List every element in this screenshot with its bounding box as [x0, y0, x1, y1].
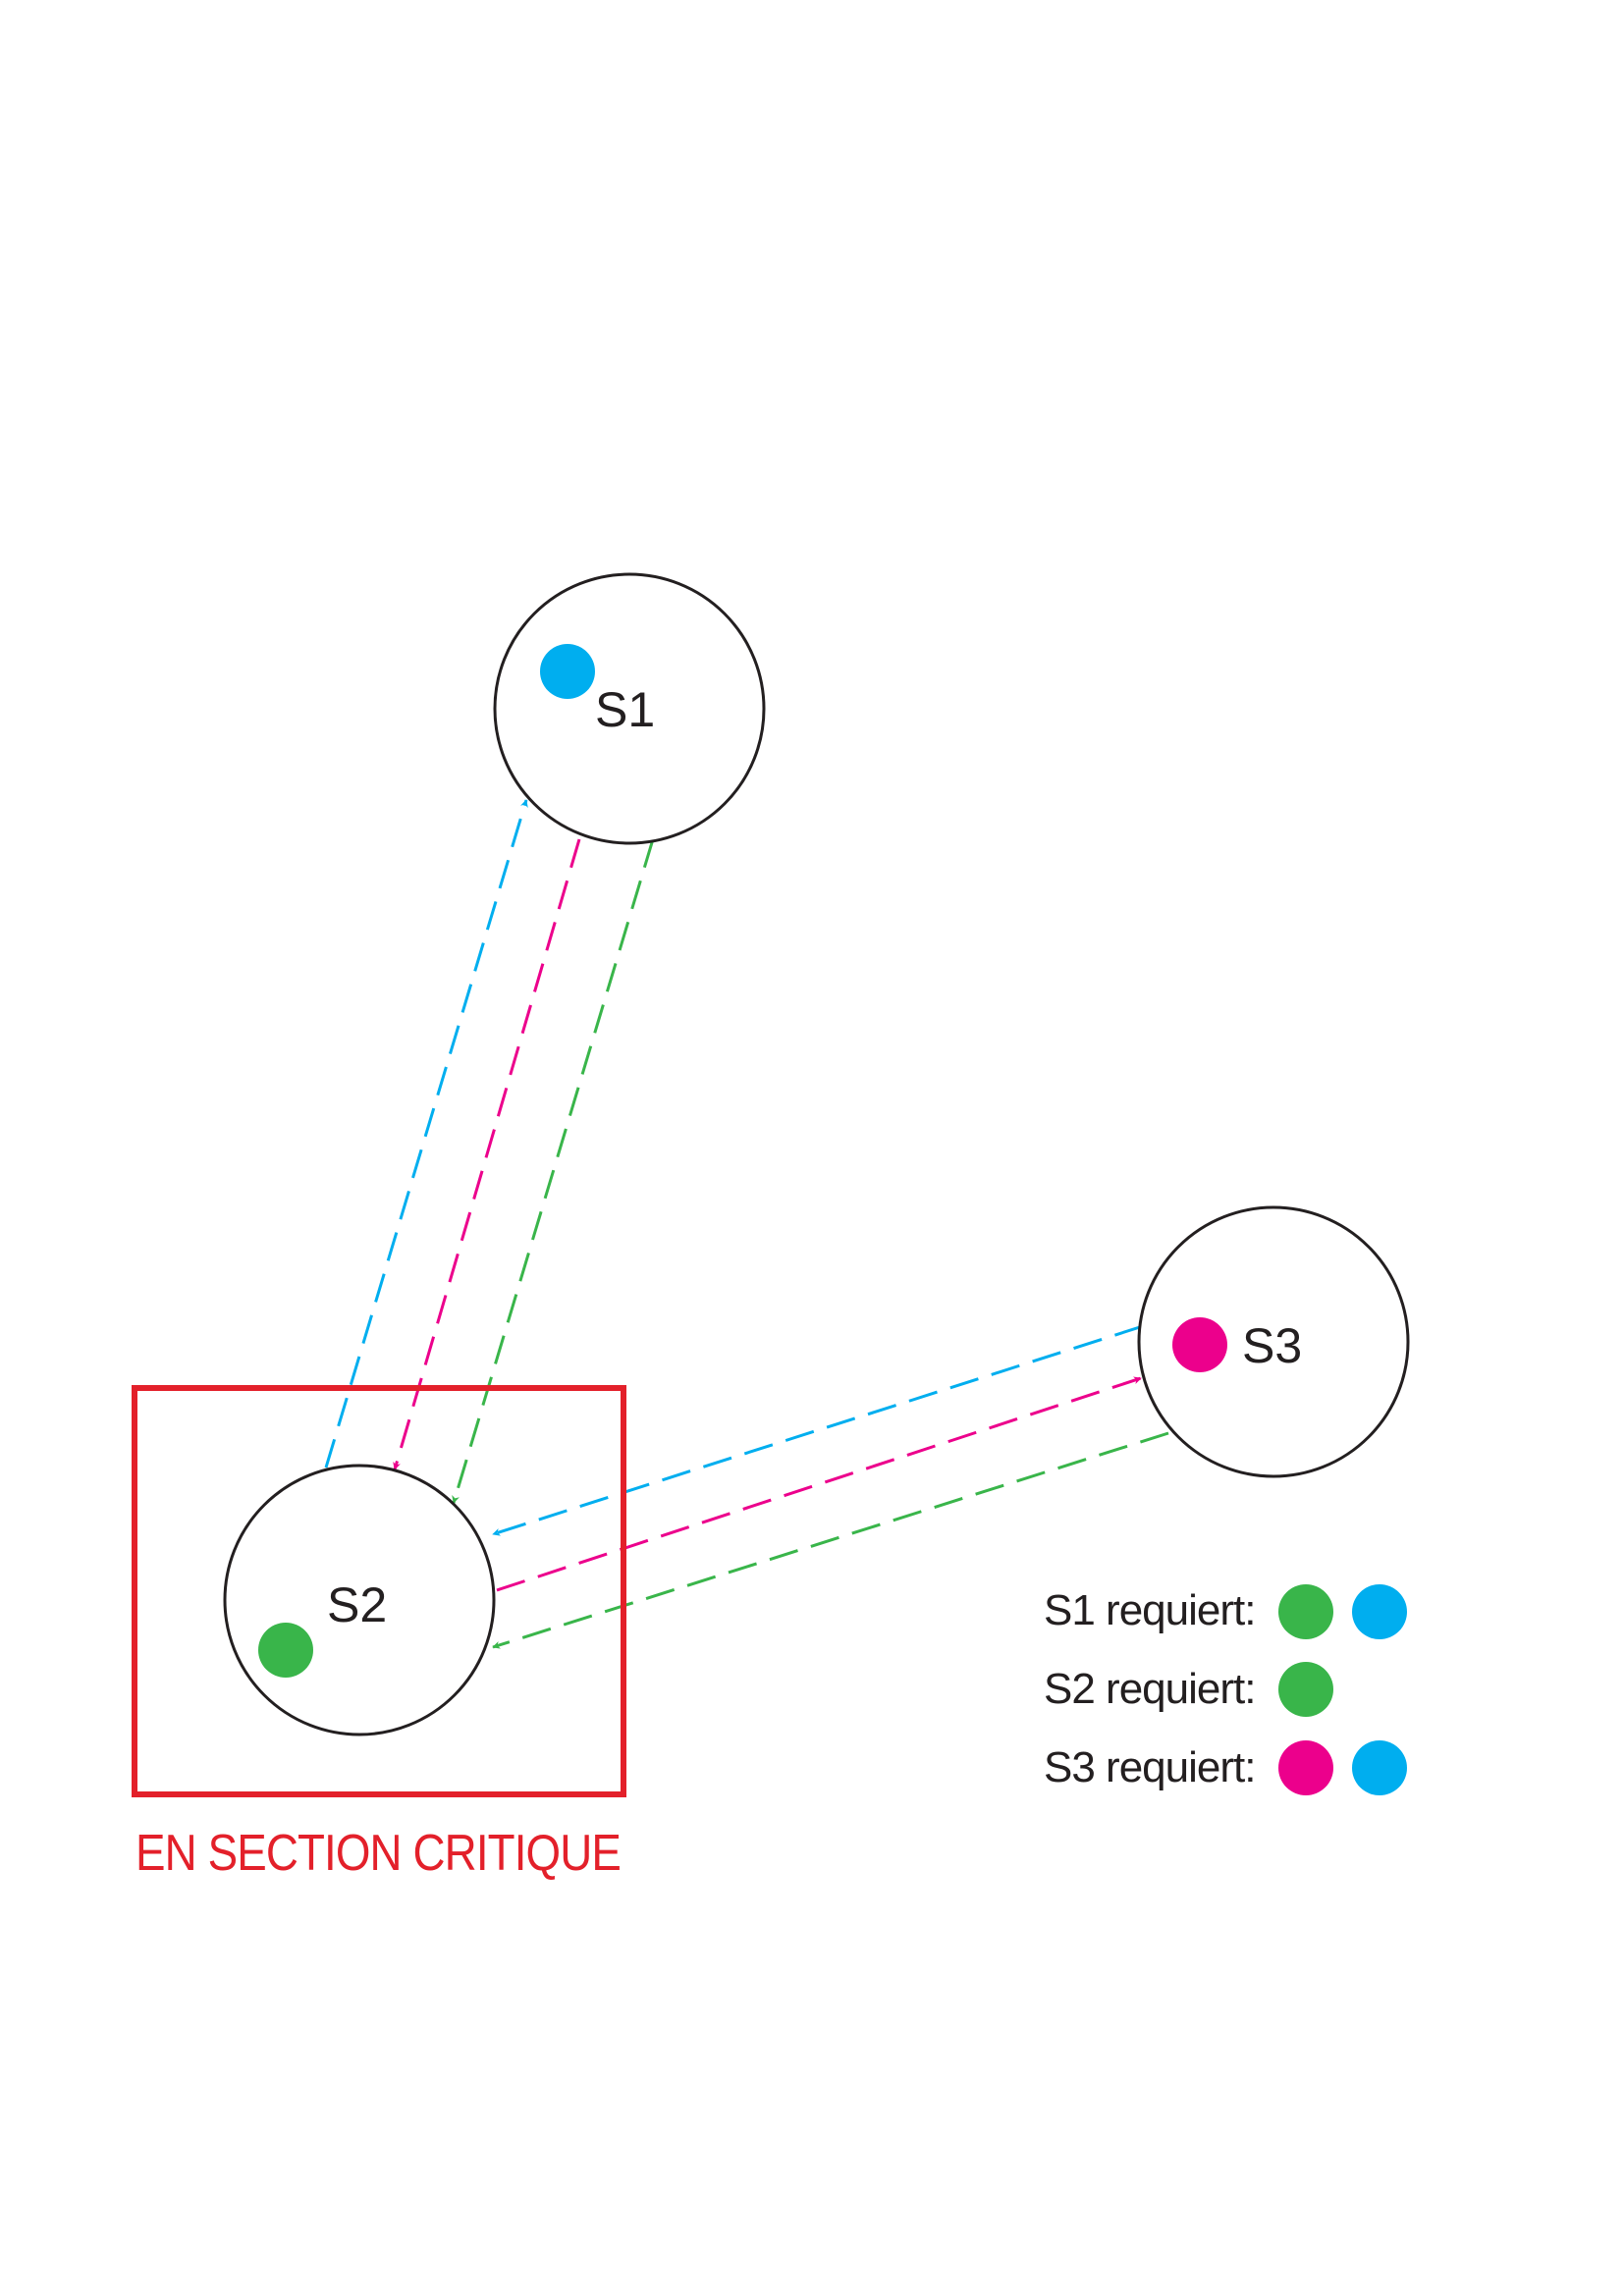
node-s1-label: S1 [595, 682, 655, 737]
critical-section-box [132, 1385, 626, 1797]
legend-s3-token-blue [1352, 1740, 1407, 1795]
node-s1: S1 [493, 572, 766, 845]
message-blue-s3-to-s2 [492, 1324, 1144, 1536]
legend-s3-token-magenta [1278, 1740, 1333, 1795]
message-green-s1-to-s2 [452, 838, 655, 1504]
node-s2-token-green [258, 1623, 313, 1678]
message-blue-s2-to-s1 [324, 799, 528, 1468]
node-s1-circle [493, 572, 766, 845]
node-s3-label: S3 [1242, 1318, 1302, 1373]
legend-label-s3: S3 requiert: [1044, 1743, 1255, 1791]
legend-s2-token-green [1278, 1662, 1333, 1717]
node-s1-token-blue [540, 644, 595, 699]
legend: S1 requiert: S2 requiert: S3 requiert: [1044, 1584, 1407, 1795]
node-s2: S2 [223, 1464, 496, 1736]
message-magenta-s2-to-s3 [496, 1376, 1142, 1592]
legend-s1-token-green [1278, 1584, 1333, 1639]
node-s2-label: S2 [327, 1577, 387, 1632]
legend-label-s2: S2 requiert: [1044, 1665, 1255, 1713]
node-s3-token-magenta [1172, 1317, 1227, 1372]
message-green-s3-to-s2 [492, 1431, 1169, 1649]
node-s3: S3 [1137, 1205, 1410, 1478]
legend-label-s1: S1 requiert: [1044, 1586, 1255, 1634]
message-magenta-s1-to-s2 [393, 838, 581, 1470]
legend-s1-token-blue [1352, 1584, 1407, 1639]
node-s3-circle [1137, 1205, 1410, 1478]
critical-section-label: EN SECTION CRITIQUE [135, 1825, 621, 1882]
